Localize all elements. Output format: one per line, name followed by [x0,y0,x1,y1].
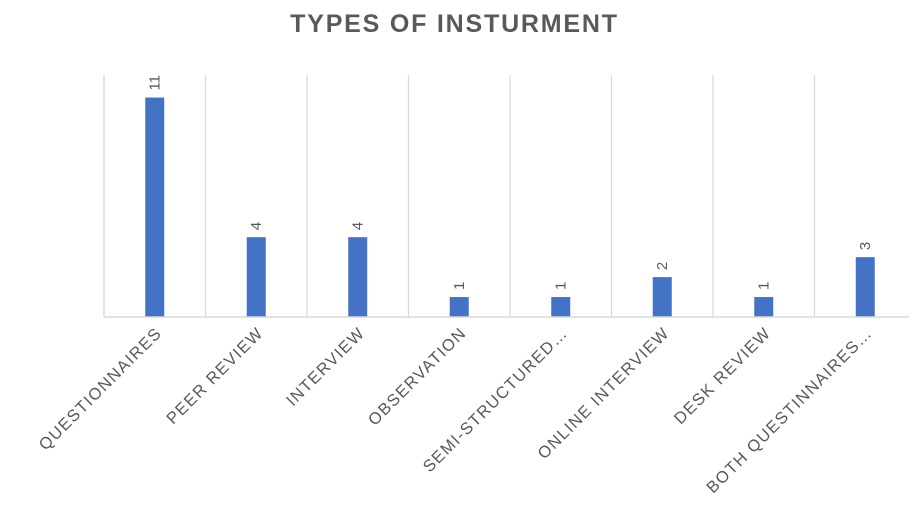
gridlines [103,75,816,317]
x-tick-label: INTERVIEW [283,324,369,410]
data-label: 4 [248,222,265,230]
bar [652,277,672,317]
data-label: 4 [350,222,367,230]
data-label: 3 [857,242,874,250]
x-tick-label: QUESTIONNAIRES [36,324,166,454]
chart-title: TYPES OF INSTURMENT [290,10,619,38]
bars [145,97,875,317]
x-tick-label: BOTH QUESTINNAIRES… [703,324,876,497]
data-label: 11 [147,75,164,91]
bar [754,297,774,317]
bar [551,297,571,317]
x-tick-label: DESK REVIEW [671,324,775,428]
bar [145,97,165,317]
bar [246,237,266,317]
data-label: 1 [451,282,468,290]
bar [449,297,469,317]
data-label: 2 [654,262,671,270]
bar [855,257,875,317]
x-tick-label: PEER REVIEW [163,324,267,428]
x-tick-label: OBSERVATION [365,324,470,429]
bar [348,237,368,317]
data-label: 1 [553,282,570,290]
data-label: 1 [756,282,773,290]
